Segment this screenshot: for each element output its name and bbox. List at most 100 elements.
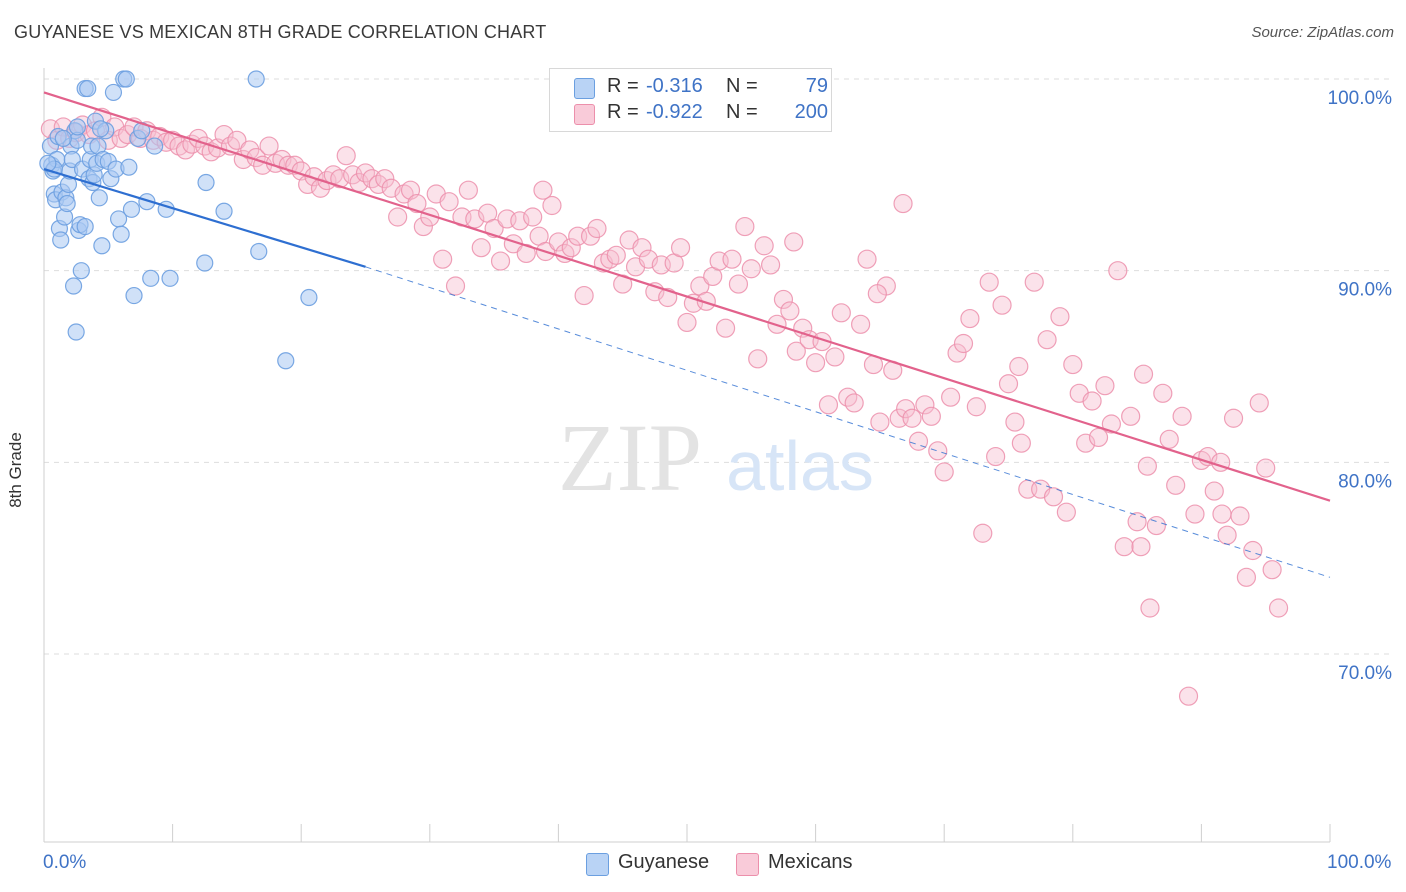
mexicans-point [510, 211, 530, 231]
guyanese-points [39, 70, 318, 370]
mexicans-point [773, 289, 794, 310]
watermark: ZIP atlas [558, 404, 874, 511]
chart-title: GUYANESE VS MEXICAN 8TH GRADE CORRELATIO… [14, 22, 547, 42]
guyanese-point [58, 194, 76, 213]
mexicans-point [735, 216, 755, 237]
mexicans-point [1131, 537, 1151, 557]
mexicans-point [1121, 406, 1141, 426]
mexicans-point [941, 387, 961, 407]
legend-n-value: 79 [805, 75, 828, 97]
mexicans-point [728, 274, 749, 294]
guyanese-point [196, 254, 214, 272]
axes [43, 68, 1331, 843]
mexicans-point [973, 523, 993, 543]
y-tick-labels: 100.0% 90.0% 80.0% 70.0% [1328, 88, 1393, 684]
mexicans-point [523, 207, 543, 227]
mexicans-point [1009, 356, 1029, 377]
mexicans-point [786, 341, 806, 361]
trend-lines [43, 91, 1331, 578]
mexicans-point [857, 249, 877, 269]
mexicans-point [227, 130, 247, 150]
mexicans-point [780, 301, 800, 321]
mexicans-point [1050, 307, 1070, 327]
mexicans-point [1178, 686, 1199, 706]
mexicans-point [542, 195, 562, 216]
mexicans-point [574, 285, 594, 306]
mexicans-point [844, 393, 864, 413]
mexicans-point [1108, 261, 1128, 281]
mexicans-point [1262, 560, 1282, 580]
mexicans-point [1236, 567, 1257, 587]
mexicans-point [867, 284, 887, 304]
mexicans-point [760, 255, 781, 275]
legend-n-label: N = [726, 101, 758, 123]
mexicans-point [715, 318, 736, 338]
mexicans-point [896, 399, 916, 419]
mexicans-point [825, 347, 845, 367]
legend-r-label: R = [607, 75, 639, 97]
mexicans-point [1153, 383, 1173, 403]
guyanese-point [54, 129, 72, 148]
source-credit: Source: ZipAtlas.com [1251, 24, 1394, 41]
y-tick-label: 70.0% [1338, 663, 1392, 684]
guyanese-point [277, 352, 295, 370]
guyanese-point [112, 225, 130, 243]
mexicans-point [1172, 406, 1192, 426]
guyanese-point [197, 173, 215, 192]
mexicans-point [818, 395, 839, 415]
guyanese-point [125, 286, 143, 305]
mexicans-point [1101, 414, 1121, 434]
mexicans-swatch [574, 104, 595, 125]
mexicans-point [992, 295, 1012, 315]
mexicans-point [304, 167, 324, 187]
mexicans-point [407, 193, 427, 214]
guyanese-point [39, 154, 57, 172]
mexicans-point [1243, 540, 1263, 561]
guyanese-point [300, 288, 318, 307]
mexicans-point [561, 238, 581, 258]
mexicans-point [741, 259, 761, 279]
guyanese-point [142, 269, 160, 287]
mexicans-point [851, 314, 871, 334]
mexicans-point [1037, 330, 1057, 350]
mexicans-point [908, 431, 929, 451]
mexicans-point [953, 333, 974, 354]
mexicans-point [1217, 525, 1237, 545]
legend-n-label: N = [726, 75, 758, 97]
mexicans-point [947, 343, 967, 363]
mexicans-point [670, 238, 691, 258]
mexicans-point [1095, 376, 1115, 396]
mexicans-point [1011, 433, 1031, 453]
mexicans-point [490, 251, 511, 271]
legend-r-value: -0.922 [646, 101, 703, 123]
mexicans-point [805, 353, 826, 373]
mexicans-point [921, 406, 941, 426]
mexicans-point [915, 395, 935, 415]
mexicans-point [1043, 487, 1064, 507]
legend-n-value: 200 [794, 101, 828, 123]
mexicans-point [1159, 429, 1179, 449]
mexicans-point [458, 180, 478, 200]
mexicans-point [606, 245, 626, 265]
mexicans-point [388, 207, 408, 227]
guyanese-point [120, 158, 138, 176]
guyanese-point [117, 70, 135, 88]
mexicans-point [870, 412, 890, 432]
mexicans-point [831, 303, 851, 323]
mexicans-points [40, 107, 1289, 706]
mexicans-point [1005, 412, 1025, 432]
mexicans-point [1166, 475, 1186, 495]
mexicans-point [1056, 502, 1076, 522]
mexicans-point [784, 232, 804, 252]
mexicans-point [1204, 481, 1224, 501]
guyanese-point [64, 277, 83, 295]
mexicans-point [240, 140, 260, 160]
mexicans-point [902, 408, 922, 428]
guyanese-trend-extension [365, 266, 1331, 578]
mexicans-point [445, 276, 466, 296]
legend-r-value: -0.316 [646, 75, 703, 97]
guyanese-point [68, 118, 87, 136]
guyanese-swatch [574, 78, 595, 99]
mexicans-point [1185, 504, 1205, 524]
mexicans-point [979, 272, 999, 292]
